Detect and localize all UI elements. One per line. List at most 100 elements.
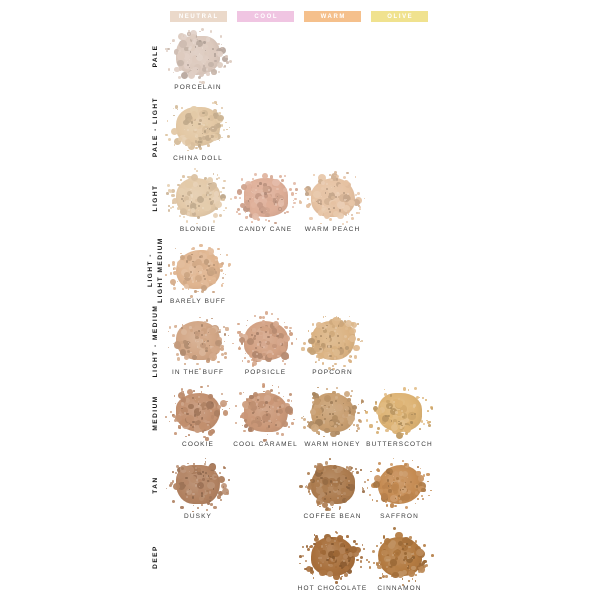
powder-speck [322, 502, 329, 508]
powder-speck [328, 551, 335, 558]
powder-speck [167, 67, 171, 71]
shade-swatch-coffee-bean [299, 458, 367, 512]
powder-speck [318, 359, 321, 362]
powder-speck [349, 355, 353, 358]
powder-speck [262, 345, 266, 349]
powder-speck [212, 219, 216, 223]
column-header-neutral: NEUTRAL [169, 11, 227, 22]
powder-speck [407, 421, 416, 429]
powder-speck [186, 388, 193, 396]
powder-speck [221, 136, 223, 139]
powder-speck [330, 480, 333, 483]
powder-speck [196, 346, 199, 348]
powder-speck [219, 329, 221, 331]
powder-speck [398, 498, 400, 500]
powder-speck [401, 578, 404, 580]
powder-speck [226, 135, 230, 139]
powder-speck [225, 207, 227, 209]
powder-speck [312, 396, 315, 400]
powder-speck [338, 317, 342, 321]
powder-speck [168, 330, 170, 332]
powder-speck [333, 550, 341, 558]
powder-speck [251, 417, 254, 420]
powder-speck [365, 419, 369, 422]
powder-speck [171, 414, 174, 417]
powder-speck [202, 133, 204, 135]
powder-speck [170, 481, 174, 485]
powder-speck [385, 553, 390, 558]
powder-speck [358, 418, 362, 423]
powder-speck [326, 558, 329, 562]
powder-speck [302, 417, 306, 421]
powder-speck [341, 487, 346, 492]
powder-speck [347, 466, 353, 471]
powder-speck [392, 479, 395, 482]
powder-speck [189, 29, 197, 37]
powder-speck [196, 169, 198, 172]
powder-speck [318, 546, 324, 552]
powder-speck [347, 415, 355, 423]
powder-speck [332, 485, 338, 491]
powder-speck [406, 492, 415, 500]
powder-speck [187, 149, 189, 151]
powder-speck [329, 345, 332, 348]
powder-speck [308, 546, 311, 549]
powder-speck [213, 108, 218, 113]
row-label-line: MEDIUM [151, 395, 159, 431]
powder-speck [348, 315, 351, 317]
powder-speck [183, 195, 190, 202]
powder-speck [359, 560, 362, 563]
powder-speck [212, 488, 215, 490]
powder-speck [225, 55, 228, 58]
powder-speck [292, 182, 297, 186]
powder-speck [268, 188, 270, 191]
powder-speck [256, 327, 265, 336]
powder-speck [368, 566, 371, 569]
powder-speck [320, 222, 322, 225]
shade-swatch-dusky [165, 457, 231, 513]
powder-speck [190, 476, 198, 484]
powder-speck [369, 493, 372, 496]
powder-speck [283, 212, 286, 215]
powder-speck [203, 259, 210, 265]
powder-speck [356, 430, 359, 433]
powder-speck [213, 213, 219, 219]
powder-speck [208, 135, 212, 138]
powder-speck [182, 390, 184, 393]
powder-speck [329, 458, 331, 460]
powder-speck [191, 124, 193, 126]
powder-speck [254, 188, 258, 191]
powder-speck [357, 427, 361, 431]
powder-speck [327, 563, 331, 567]
powder-speck [203, 321, 206, 324]
powder-speck [418, 566, 426, 573]
powder-speck [393, 527, 397, 531]
powder-speck [323, 328, 325, 331]
powder-speck [167, 47, 170, 51]
powder-speck [258, 340, 261, 343]
powder-speck [202, 62, 204, 64]
powder-speck [202, 338, 208, 343]
powder-speck [254, 198, 260, 205]
powder-speck [196, 195, 205, 204]
powder-speck [419, 428, 421, 430]
powder-speck [427, 480, 429, 483]
powder-speck [204, 463, 207, 466]
powder-speck [329, 564, 333, 568]
powder-speck [194, 128, 197, 131]
powder-speck [398, 499, 403, 504]
powder-speck [252, 336, 256, 340]
powder-speck [327, 507, 331, 511]
powder-speck [353, 198, 360, 206]
powder-speck [330, 401, 334, 404]
powder-speck [210, 430, 214, 433]
row-label-line: LIGHT [151, 184, 159, 212]
powder-speck [272, 332, 278, 337]
powder-speck [241, 360, 244, 362]
powder-speck [312, 393, 320, 400]
powder-speck [223, 333, 226, 336]
powder-speck [402, 493, 410, 501]
powder-speck [181, 107, 183, 110]
powder-speck [342, 180, 349, 187]
powder-speck [418, 397, 421, 399]
